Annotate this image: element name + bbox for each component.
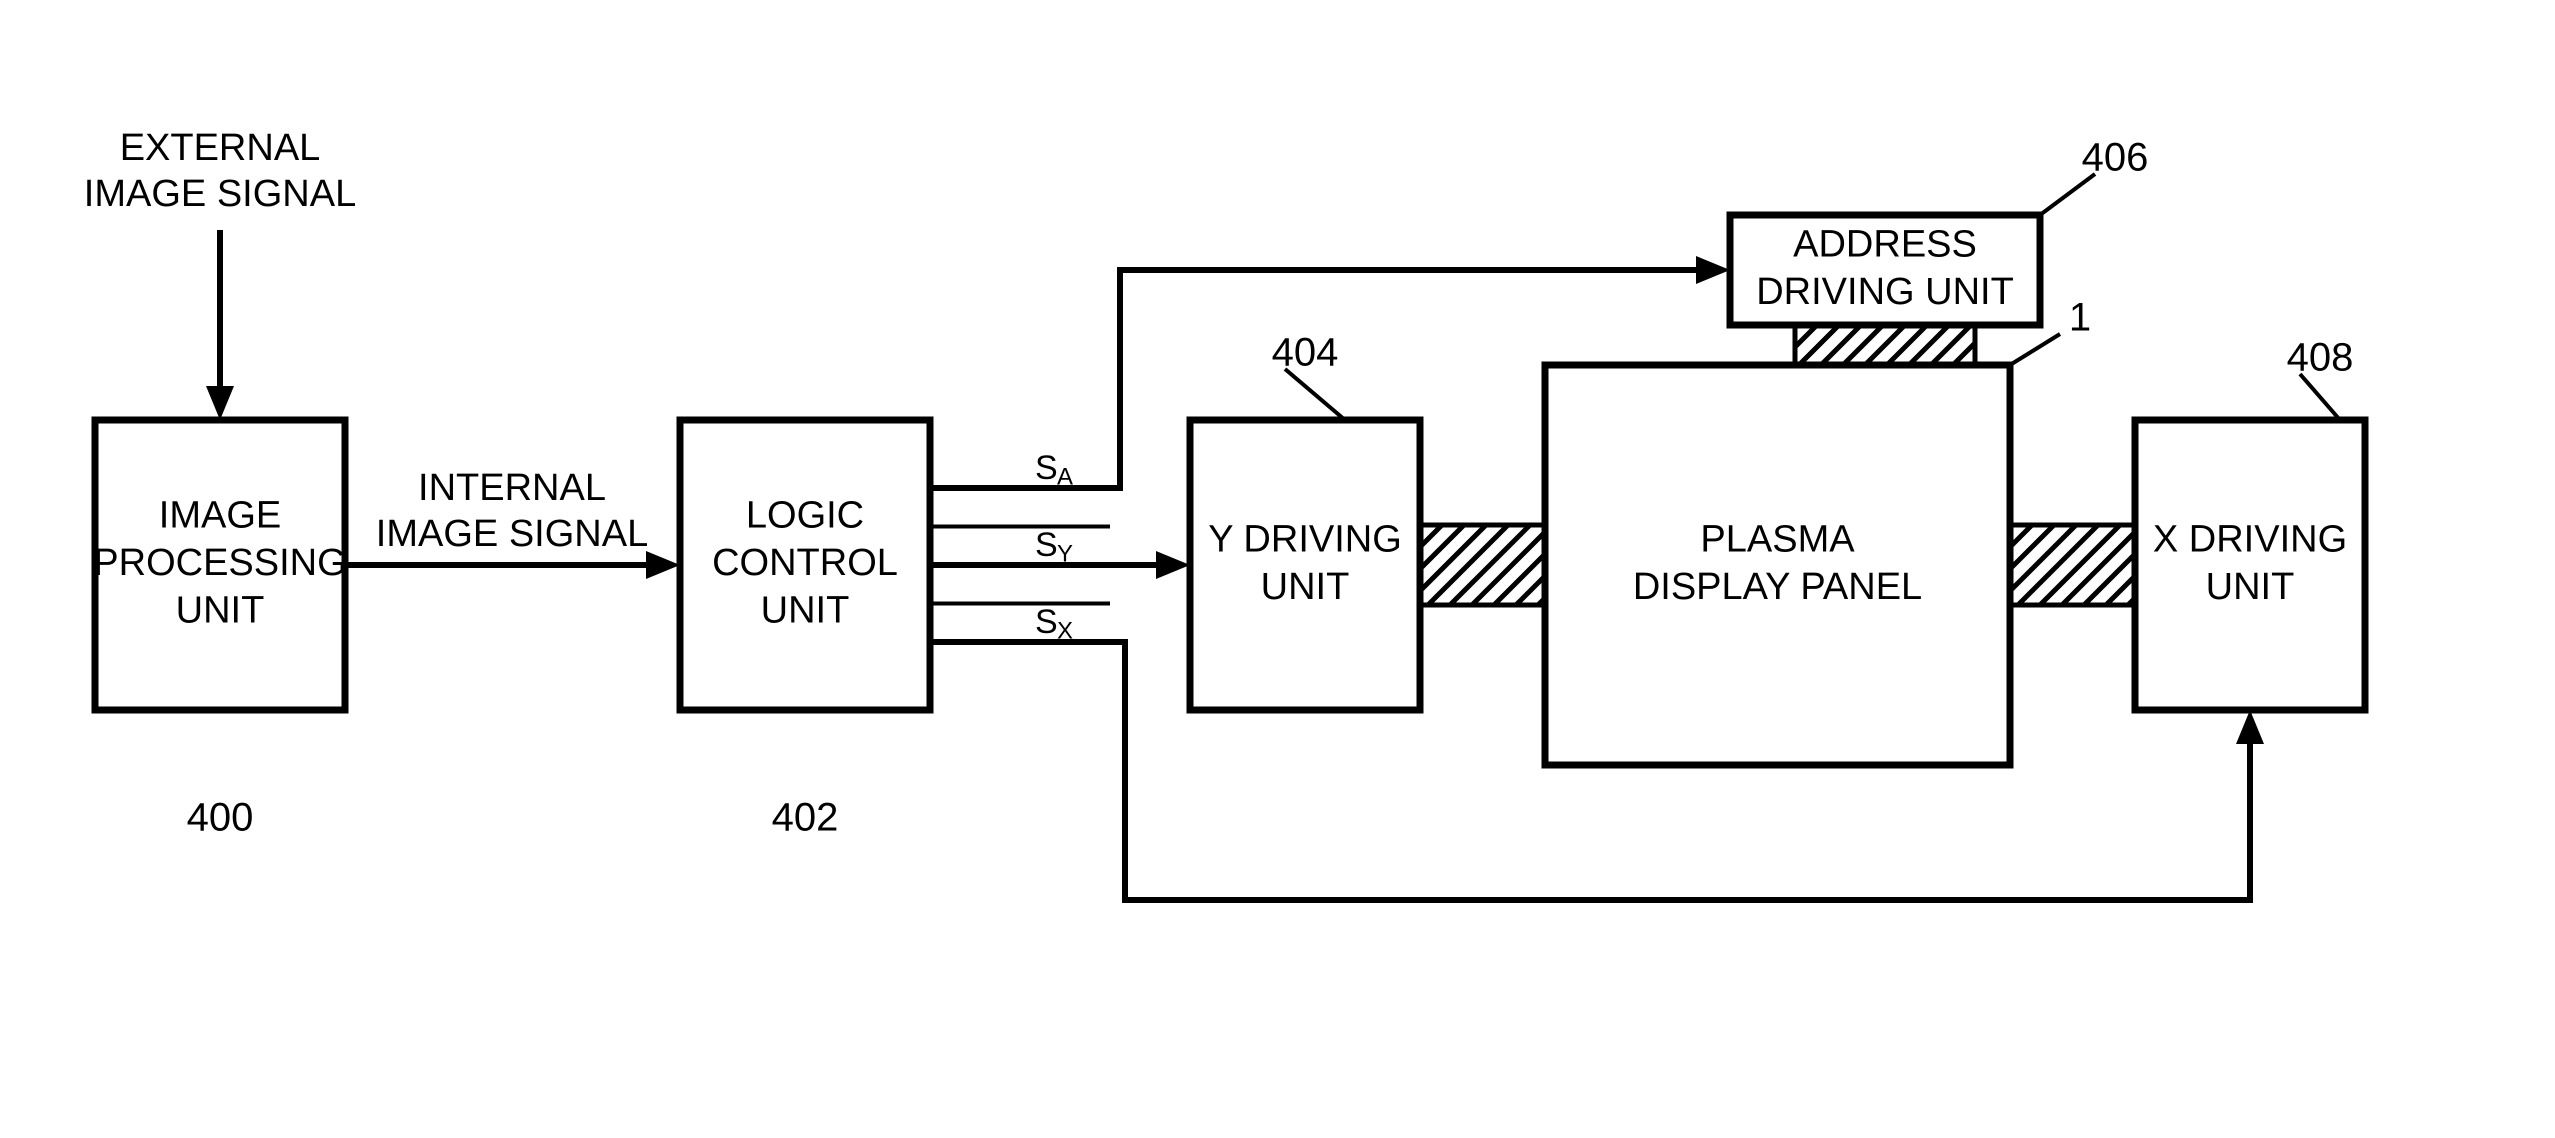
- x-driving-unit-label: X DRIVING: [2153, 518, 2347, 560]
- leader-404: [1285, 369, 1345, 420]
- plasma-display-panel-label: PLASMA: [1700, 518, 1855, 560]
- internal-signal-label: INTERNAL: [418, 467, 606, 509]
- signal-label: S: [1035, 526, 1058, 564]
- ref-400: 400: [187, 796, 254, 840]
- image-processing-unit-label: IMAGE: [159, 495, 281, 537]
- external-signal-label: IMAGE SIGNAL: [84, 173, 356, 215]
- leader-1: [2010, 334, 2060, 365]
- arrowhead: [646, 551, 680, 579]
- address-driving-unit-label: DRIVING UNIT: [1756, 271, 2014, 313]
- y-driving-unit-label: Y DRIVING: [1208, 518, 1402, 560]
- ref-408: 408: [2287, 336, 2354, 380]
- leader-406: [2040, 174, 2095, 215]
- plasma-display-panel-label: DISPLAY PANEL: [1633, 566, 1922, 608]
- ref-1: 1: [2069, 296, 2091, 340]
- hatch-pdp-xdu: [2010, 525, 2135, 605]
- hatch-ydu-pdp: [1420, 525, 1545, 605]
- leader-408: [2300, 374, 2340, 420]
- address-driving-unit-label: ADDRESS: [1793, 223, 1977, 265]
- hatch-adu-pdp: [1795, 325, 1975, 365]
- signal-label: S: [1035, 603, 1058, 641]
- image-processing-unit-label: PROCESSING: [93, 542, 346, 584]
- y-driving-unit-label: UNIT: [1261, 566, 1350, 608]
- external-signal-label: EXTERNAL: [120, 127, 321, 169]
- ref-406: 406: [2082, 136, 2149, 180]
- arrowhead: [1156, 551, 1190, 579]
- x-driving-unit-label: UNIT: [2206, 566, 2295, 608]
- internal-signal-label: IMAGE SIGNAL: [376, 513, 648, 555]
- arrowhead: [2236, 710, 2264, 744]
- arrowhead: [1696, 256, 1730, 284]
- logic-control-unit-label: UNIT: [761, 590, 850, 632]
- logic-control-unit-label: CONTROL: [712, 542, 898, 584]
- arrowhead: [206, 386, 234, 420]
- ref-402: 402: [772, 796, 839, 840]
- ref-404: 404: [1272, 331, 1339, 375]
- image-processing-unit-label: UNIT: [176, 590, 265, 632]
- signal-label: S: [1035, 449, 1058, 487]
- logic-control-unit-label: LOGIC: [746, 495, 864, 537]
